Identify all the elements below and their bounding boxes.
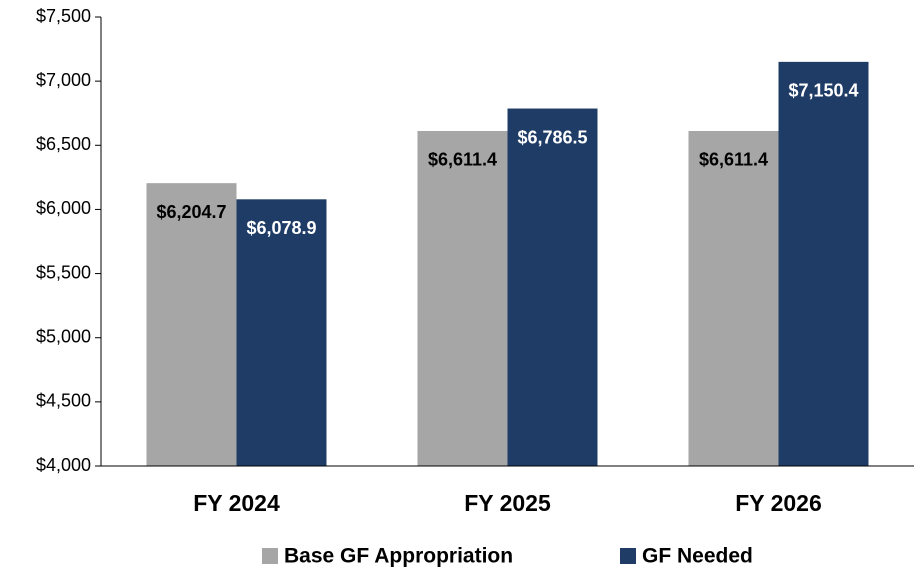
value-label: $6,611.4 [428,150,497,170]
y-tick-label: $6,000 [36,198,91,218]
bar [688,130,779,466]
value-label: $6,786.5 [517,127,587,147]
legend-swatch [620,548,636,564]
legend-label: GF Needed [642,545,753,568]
bar [507,108,598,466]
y-tick-label: $4,500 [36,391,91,411]
value-label: $6,611.4 [699,150,768,170]
bar [417,130,508,466]
legend-label: Base GF Appropriation [284,545,513,568]
bar [236,199,327,466]
y-tick-label: $6,500 [36,134,91,154]
y-tick-label: $7,000 [36,70,91,90]
value-label: $6,204.7 [156,202,226,222]
y-tick-label: $7,500 [36,6,91,26]
value-label: $6,078.9 [246,218,316,238]
y-tick-label: $5,000 [36,326,91,346]
value-label: $7,150.4 [788,81,858,101]
y-tick-label: $4,000 [36,455,91,475]
x-tick-label: FY 2024 [193,490,280,516]
x-tick-label: FY 2025 [464,490,551,516]
bar [146,183,237,466]
y-tick-label: $5,500 [36,262,91,282]
x-tick-label: FY 2026 [735,490,822,516]
bar [778,61,869,466]
legend-swatch [262,548,278,564]
